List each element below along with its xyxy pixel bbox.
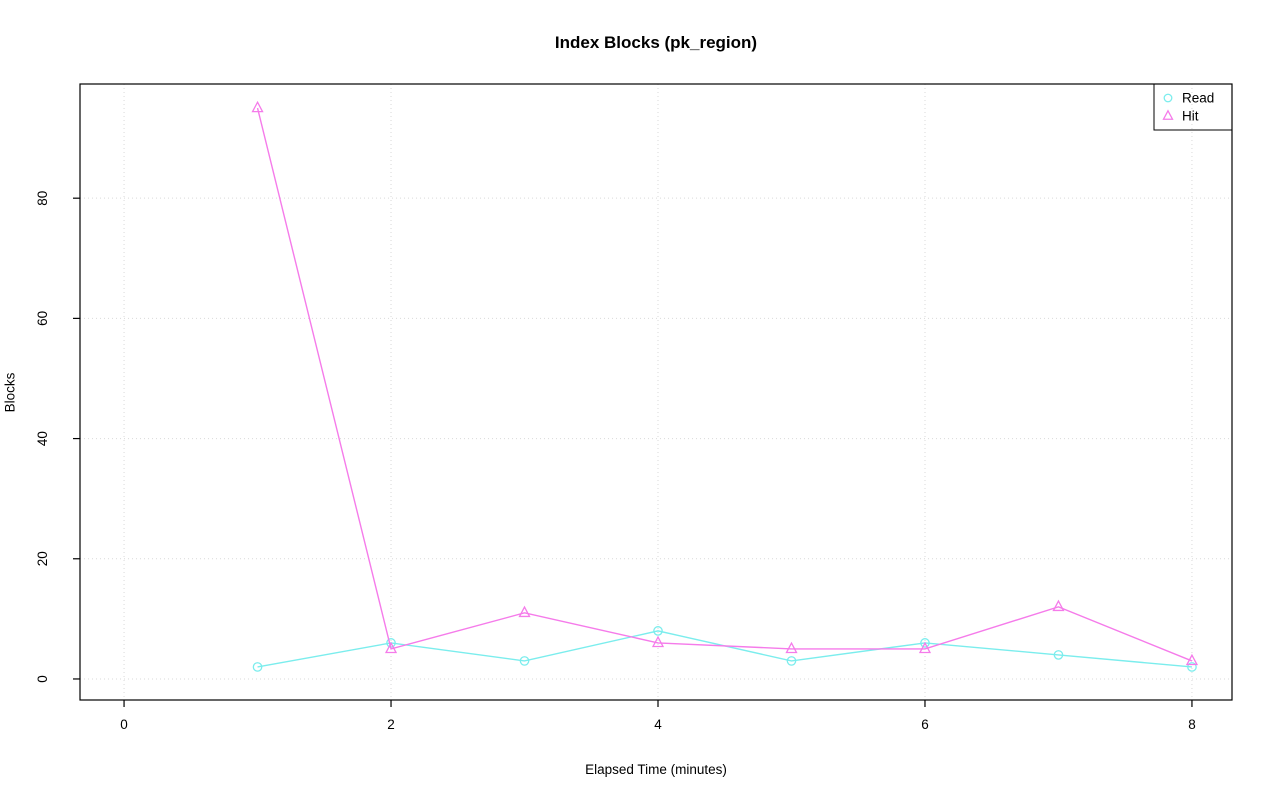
x-tick-label: 8	[1188, 717, 1196, 732]
series-line	[256, 107, 1193, 662]
circle-marker	[1187, 662, 1197, 672]
x-tick-label: 0	[120, 717, 128, 732]
x-tick-label: 6	[921, 717, 929, 732]
x-tick-label: 2	[387, 717, 395, 732]
circle-marker	[252, 662, 263, 672]
series-line	[257, 630, 1193, 668]
legend-box	[1153, 83, 1233, 131]
triangle-marker	[384, 641, 398, 654]
triangle-marker	[918, 641, 932, 654]
y-axis: 0 20 40 60 80	[35, 191, 80, 683]
circle-marker	[519, 656, 530, 666]
circle-marker	[653, 626, 663, 636]
circle-marker	[1053, 650, 1064, 660]
triangle-marker	[1162, 109, 1174, 120]
triangle-marker	[1185, 653, 1199, 666]
triangle-marker	[1052, 599, 1065, 612]
y-tick-label: 20	[35, 551, 50, 566]
legend-label-read: Read	[1182, 91, 1214, 106]
plot-border	[79, 83, 1233, 701]
series-hit	[251, 100, 1199, 666]
triangle-marker	[651, 635, 665, 648]
triangle-marker	[251, 100, 264, 113]
legend-label-hit: Hit	[1182, 109, 1199, 124]
y-tick-label: 60	[35, 311, 50, 326]
circle-marker	[1163, 93, 1173, 103]
triangle-marker	[518, 605, 531, 618]
x-tick-label: 4	[654, 717, 662, 732]
y-axis-label: Blocks	[2, 372, 18, 413]
circle-marker	[920, 638, 930, 648]
x-axis-label: Elapsed Time (minutes)	[585, 762, 727, 777]
y-tick-label: 40	[35, 431, 50, 446]
circle-marker	[786, 656, 797, 666]
grid-lines	[80, 84, 1232, 700]
x-axis: 0 2 4 6 8	[120, 700, 1196, 732]
y-tick-label: 0	[35, 675, 50, 683]
chart-title: Index Blocks (pk_region)	[554, 33, 758, 52]
y-tick-label: 80	[35, 191, 50, 206]
legend: Read Hit	[1153, 83, 1233, 131]
triangle-marker	[785, 641, 798, 654]
